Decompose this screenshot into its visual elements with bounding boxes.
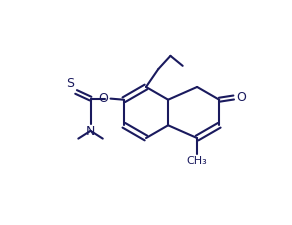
Text: O: O bbox=[236, 91, 246, 104]
Text: N: N bbox=[86, 125, 95, 138]
Text: CH₃: CH₃ bbox=[187, 156, 208, 166]
Text: O: O bbox=[98, 92, 108, 105]
Text: S: S bbox=[66, 77, 74, 90]
